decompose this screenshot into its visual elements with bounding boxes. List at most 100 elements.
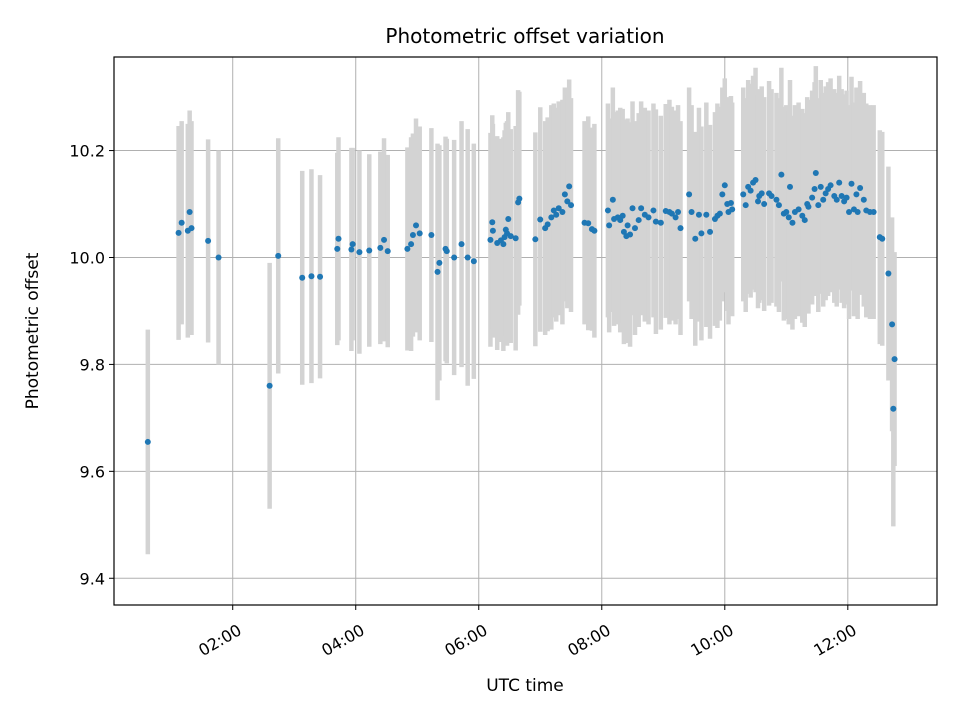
data-point [747, 187, 754, 194]
x-axis-ticks: 02:00 04:00 06:00 08:00 10:00 12:00 [195, 605, 860, 660]
x-tick-label: 08:00 [564, 620, 613, 660]
data-point [805, 203, 812, 210]
data-point [848, 180, 855, 187]
y-tick-label: 9.8 [80, 355, 105, 374]
data-point [609, 196, 616, 203]
data-point [606, 222, 613, 229]
y-tick-label: 9.4 [80, 569, 105, 588]
data-point [815, 202, 822, 209]
x-axis-title: UTC time [486, 676, 564, 696]
y-tick-label: 9.6 [80, 462, 105, 481]
data-point [846, 209, 853, 216]
data-point [853, 191, 860, 198]
data-point [205, 237, 212, 244]
data-point [833, 196, 840, 203]
data-point [817, 183, 824, 190]
y-tick-label: 10.2 [69, 142, 105, 161]
data-point [487, 236, 494, 243]
data-point [568, 202, 575, 209]
data-point [820, 196, 827, 203]
data-point [638, 205, 645, 212]
data-point [470, 258, 477, 265]
data-point [564, 198, 571, 205]
data-point [409, 232, 416, 239]
data-point [366, 247, 373, 254]
data-point [783, 209, 790, 216]
data-point [716, 210, 723, 217]
data-point [629, 205, 636, 212]
data-point [619, 212, 626, 219]
error-bars [145, 66, 897, 555]
x-tick-label: 02:00 [195, 620, 244, 660]
data-point [775, 202, 782, 209]
data-point [428, 232, 435, 239]
data-point [275, 252, 282, 259]
data-point [698, 230, 705, 237]
data-point [707, 228, 714, 235]
data-point [413, 222, 420, 229]
data-point [668, 210, 675, 217]
data-point [458, 241, 465, 248]
chart-title: Photometric offset variation [385, 24, 664, 48]
y-axis-title: Photometric offset [23, 252, 43, 409]
data-point [838, 193, 845, 200]
data-point [186, 209, 193, 216]
data-point [334, 245, 341, 252]
data-point [885, 270, 892, 277]
data-point [381, 236, 388, 243]
x-tick-label: 06:00 [441, 620, 490, 660]
data-point [604, 207, 611, 214]
data-point [721, 182, 728, 189]
data-point [761, 201, 768, 208]
data-point [178, 219, 185, 226]
data-point [740, 191, 747, 198]
data-point [657, 219, 664, 226]
data-point [349, 241, 356, 248]
data-point [317, 273, 324, 280]
data-point [464, 254, 471, 261]
data-point [627, 231, 634, 238]
data-point [688, 209, 695, 216]
data-point [860, 196, 867, 203]
data-point [591, 227, 598, 234]
data-point [555, 205, 562, 212]
data-point [755, 198, 762, 205]
data-point [686, 191, 693, 198]
data-point [434, 268, 441, 275]
data-point [505, 215, 512, 222]
data-point [489, 227, 496, 234]
data-point [512, 235, 519, 242]
data-point [408, 241, 415, 248]
data-point [692, 235, 699, 242]
data-point [870, 209, 877, 216]
data-point [384, 248, 391, 255]
data-point [795, 206, 802, 213]
data-point [635, 217, 642, 224]
x-tick-label: 04:00 [318, 620, 367, 660]
data-point [585, 220, 592, 227]
data-point [891, 356, 898, 363]
data-point [729, 206, 736, 213]
data-point [416, 230, 423, 237]
data-point [889, 321, 896, 328]
data-point [752, 176, 759, 183]
data-point [489, 219, 496, 226]
data-point [631, 225, 638, 232]
data-point [677, 225, 684, 232]
data-point [335, 235, 342, 242]
data-point [857, 184, 864, 191]
data-point [703, 211, 710, 218]
data-point [786, 183, 793, 190]
data-point [548, 214, 555, 221]
data-point [742, 202, 749, 209]
y-tick-label: 10.0 [69, 248, 105, 267]
data-point [553, 211, 560, 218]
data-point [188, 225, 195, 232]
data-point [785, 214, 792, 221]
data-point [827, 182, 834, 189]
data-point [516, 195, 523, 202]
data-point [652, 218, 659, 225]
plot-frame [113, 56, 938, 606]
data-point [758, 190, 765, 197]
x-tick-label: 12:00 [810, 620, 859, 660]
